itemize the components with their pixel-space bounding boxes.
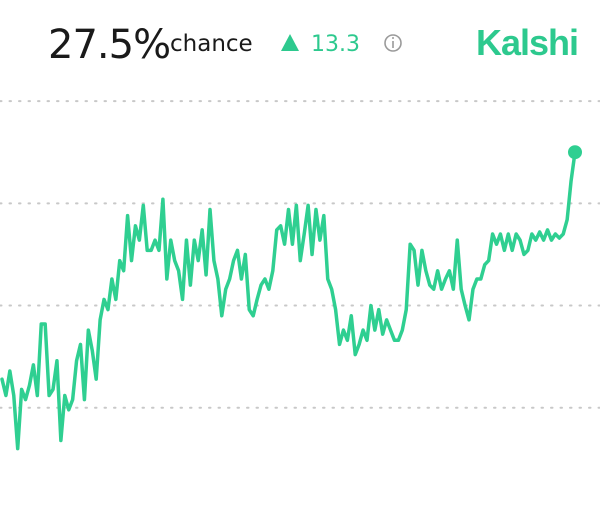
plot-area <box>0 100 600 451</box>
change-value: 13.3 <box>311 32 360 57</box>
current-point <box>568 145 582 160</box>
brand-logo[interactable]: Kalshi <box>476 22 579 63</box>
price-line <box>0 150 577 451</box>
headline-label: chance <box>170 31 253 57</box>
info-icon[interactable] <box>384 34 402 52</box>
header: 27.5% chance 13.3 Kalshi <box>48 22 579 68</box>
up-arrow-icon <box>281 34 299 51</box>
headline: 27.5% <box>48 22 170 68</box>
